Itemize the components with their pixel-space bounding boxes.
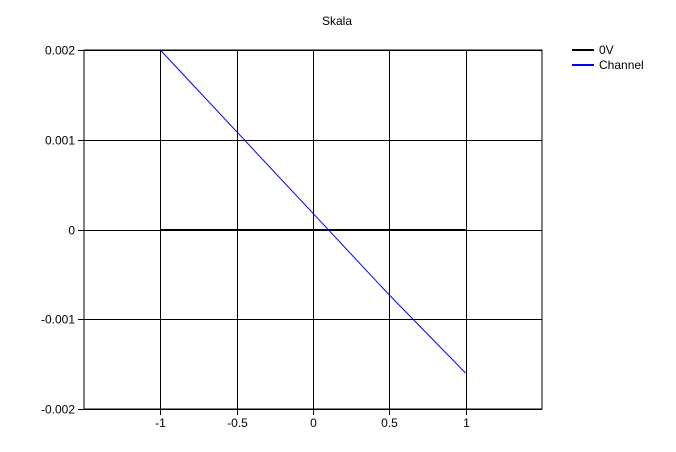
x-tick-label: -1 xyxy=(155,416,166,430)
y-tick-label: 0.002 xyxy=(45,44,75,58)
y-axis-tick-labels: -0.002 -0.001 0 0.001 0.002 xyxy=(41,44,84,417)
x-tick-label: -0.5 xyxy=(227,416,248,430)
y-tick-label: -0.001 xyxy=(41,313,75,327)
legend-label: 0V xyxy=(599,43,614,57)
legend-label: Channel xyxy=(599,58,644,72)
x-axis-tick-labels: -1 -0.5 0 0.5 1 xyxy=(155,409,470,430)
x-tick-label: 0.5 xyxy=(381,416,398,430)
x-tick-label: 1 xyxy=(463,416,470,430)
y-tick-label: 0 xyxy=(68,224,75,238)
series-lines xyxy=(159,49,467,374)
y-tick-label: -0.002 xyxy=(41,403,75,417)
x-tick-label: 0 xyxy=(310,416,317,430)
series-line-channel xyxy=(159,49,467,374)
chart-title: Skala xyxy=(322,14,352,28)
y-tick-label: 0.001 xyxy=(45,134,75,148)
